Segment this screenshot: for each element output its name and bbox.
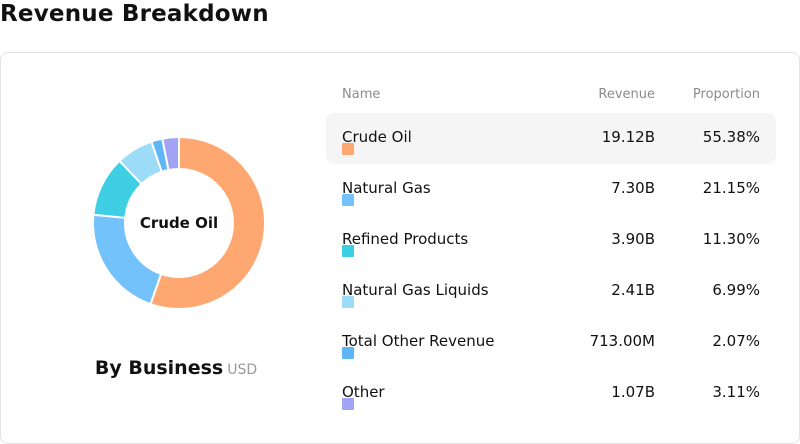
breakdown-table: Name Revenue Proportion Crude Oil 19.12B 5… xyxy=(326,83,776,419)
donut-chart[interactable]: Crude Oil xyxy=(93,137,265,309)
legend-swatch xyxy=(342,347,354,359)
row-proportion: 3.11% xyxy=(712,383,760,401)
row-proportion: 21.15% xyxy=(702,179,760,197)
row-name: Natural Gas xyxy=(342,179,431,206)
chart-subtitle: By Business xyxy=(94,357,224,379)
table-row[interactable]: Total Other Revenue 713.00M 2.07% xyxy=(326,317,776,368)
table-body: Crude Oil 19.12B 55.38% Natural Gas 7.30B 21.… xyxy=(326,113,776,419)
row-proportion: 55.38% xyxy=(702,128,760,146)
header-proportion: Proportion xyxy=(692,87,760,102)
legend-swatch xyxy=(342,143,354,155)
table-row[interactable]: Other 1.07B 3.11% xyxy=(326,368,776,419)
revenue-card: Crude Oil By Business USD Name Revenue Pr… xyxy=(0,52,800,444)
table-row[interactable]: Refined Products 3.90B 11.30% xyxy=(326,215,776,266)
legend-swatch xyxy=(342,245,354,257)
page-title: Revenue Breakdown xyxy=(0,1,269,27)
row-revenue: 1.07B xyxy=(611,383,655,401)
row-name: Total Other Revenue xyxy=(342,332,495,359)
row-proportion: 11.30% xyxy=(702,230,760,248)
header-revenue: Revenue xyxy=(598,87,655,102)
row-label: Total Other Revenue xyxy=(342,332,495,350)
donut-svg[interactable] xyxy=(93,137,265,309)
row-revenue: 3.90B xyxy=(611,230,655,248)
header-name: Name xyxy=(342,87,381,102)
row-revenue: 19.12B xyxy=(601,128,655,146)
row-label: Natural Gas xyxy=(342,179,431,197)
row-label: Crude Oil xyxy=(342,128,412,146)
donut-slice[interactable] xyxy=(149,137,265,309)
table-row[interactable]: Natural Gas 7.30B 21.15% xyxy=(326,164,776,215)
row-label: Refined Products xyxy=(342,230,469,248)
row-revenue: 2.41B xyxy=(611,281,655,299)
legend-swatch xyxy=(342,194,354,206)
legend-swatch xyxy=(342,296,354,308)
table-row[interactable]: Crude Oil 19.12B 55.38% xyxy=(326,113,776,164)
row-name: Other xyxy=(342,383,385,410)
row-revenue: 713.00M xyxy=(589,332,655,350)
table-row[interactable]: Natural Gas Liquids 2.41B 6.99% xyxy=(326,266,776,317)
row-label: Other xyxy=(342,383,385,401)
donut-center-label: Crude Oil xyxy=(139,214,219,232)
row-revenue: 7.30B xyxy=(611,179,655,197)
legend-swatch xyxy=(342,398,354,410)
row-proportion: 6.99% xyxy=(712,281,760,299)
row-label: Natural Gas Liquids xyxy=(342,281,489,299)
table-header: Name Revenue Proportion xyxy=(326,83,776,113)
row-name: Refined Products xyxy=(342,230,469,257)
unit-label: USD xyxy=(227,362,258,378)
donut-slice[interactable] xyxy=(161,137,180,172)
chart-caption: By Business USD xyxy=(1,357,351,379)
row-proportion: 2.07% xyxy=(712,332,760,350)
row-name: Natural Gas Liquids xyxy=(342,281,489,308)
row-name: Crude Oil xyxy=(342,128,412,155)
